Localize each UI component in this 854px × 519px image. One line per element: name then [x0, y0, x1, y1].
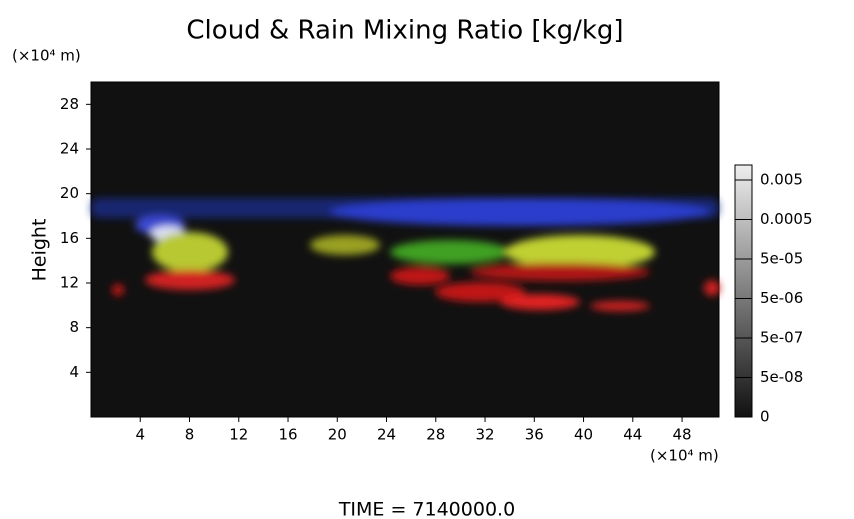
blob — [390, 240, 510, 264]
y-tick-label: 8 — [69, 318, 79, 336]
colorbar-label: 0.005 — [760, 171, 803, 189]
field — [91, 198, 720, 311]
x-tick-label: 12 — [229, 426, 248, 444]
colorbar-label: 5e-08 — [760, 368, 803, 386]
colorbar-label: 5e-07 — [760, 329, 803, 347]
x-tick-label: 40 — [574, 426, 593, 444]
chart-title: Cloud & Rain Mixing Ratio [kg/kg] — [186, 16, 623, 46]
colorbar — [734, 164, 753, 418]
blob — [152, 232, 228, 272]
blob — [500, 294, 580, 310]
y-tick-label: 24 — [60, 140, 79, 158]
blob — [390, 267, 450, 285]
colorbar-label: 5e-06 — [760, 289, 803, 307]
x-tick-label: 8 — [185, 426, 195, 444]
blob — [145, 270, 235, 290]
blob — [505, 235, 655, 269]
x-tick-label: 20 — [328, 426, 347, 444]
x-tick-label: 32 — [475, 426, 494, 444]
blob — [470, 263, 650, 281]
y-axis-label: Height — [29, 219, 51, 282]
x-tick-label: 36 — [525, 426, 544, 444]
colorbar-label: 0.0005 — [760, 210, 813, 228]
colorbar-label: 0 — [760, 408, 770, 426]
y-tick-label: 20 — [60, 184, 79, 202]
colorbar-label: 5e-05 — [760, 250, 803, 268]
x-tick-label: 24 — [377, 426, 396, 444]
time-label: TIME = 7140000.0 — [338, 499, 515, 519]
y-tick-label: 16 — [60, 229, 79, 247]
x-unit: (×10⁴ m) — [650, 447, 719, 465]
blob — [330, 198, 710, 226]
x-tick-label: 44 — [623, 426, 642, 444]
y-tick-label: 4 — [69, 363, 79, 381]
x-tick-label: 16 — [278, 426, 297, 444]
blob — [112, 284, 124, 296]
x-tick-label: 28 — [426, 426, 445, 444]
blob — [310, 235, 380, 255]
y-unit: (×10⁴ m) — [12, 47, 81, 65]
y-tick-label: 12 — [60, 274, 79, 292]
blob — [435, 282, 525, 302]
x-tick-label: 48 — [673, 426, 692, 444]
blob — [704, 280, 720, 296]
blob — [590, 301, 650, 311]
x-tick-label: 4 — [135, 426, 145, 444]
y-tick-label: 28 — [60, 95, 79, 113]
